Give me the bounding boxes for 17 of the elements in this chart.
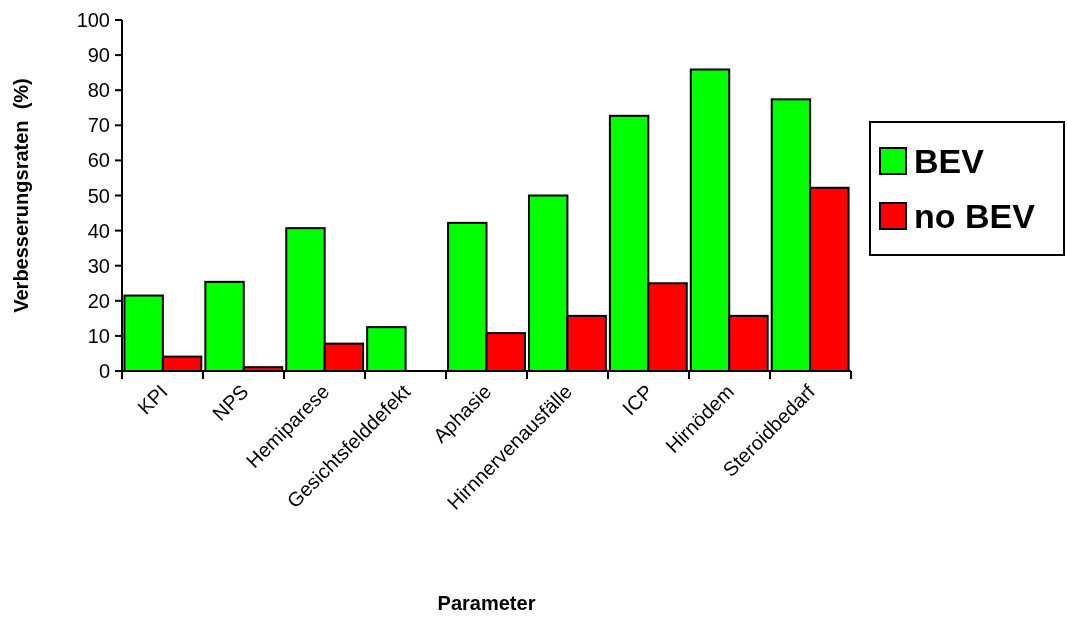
y-tick-label: 10 bbox=[87, 324, 110, 347]
y-tick-label: 100 bbox=[76, 9, 110, 31]
x-tick-label: ICP bbox=[618, 380, 658, 420]
y-tick-label: 90 bbox=[87, 44, 110, 67]
y-tick-label: 40 bbox=[87, 219, 110, 242]
legend-label: BEV bbox=[914, 141, 985, 180]
y-axis-title: Verbesserungsraten (%) bbox=[10, 78, 32, 313]
y-tick-label: 70 bbox=[87, 114, 110, 137]
x-tick-label: KPI bbox=[133, 380, 172, 419]
legend-label: no BEV bbox=[914, 196, 1036, 235]
y-tick-label: 80 bbox=[87, 79, 110, 102]
y-tick-label: 30 bbox=[87, 254, 110, 277]
y-tick-label: 50 bbox=[87, 184, 110, 207]
y-tick-label: 0 bbox=[98, 360, 110, 382]
x-axis-title: Parameter bbox=[437, 592, 536, 614]
y-tick-label: 20 bbox=[87, 289, 110, 312]
y-tick-label: 60 bbox=[87, 149, 110, 172]
